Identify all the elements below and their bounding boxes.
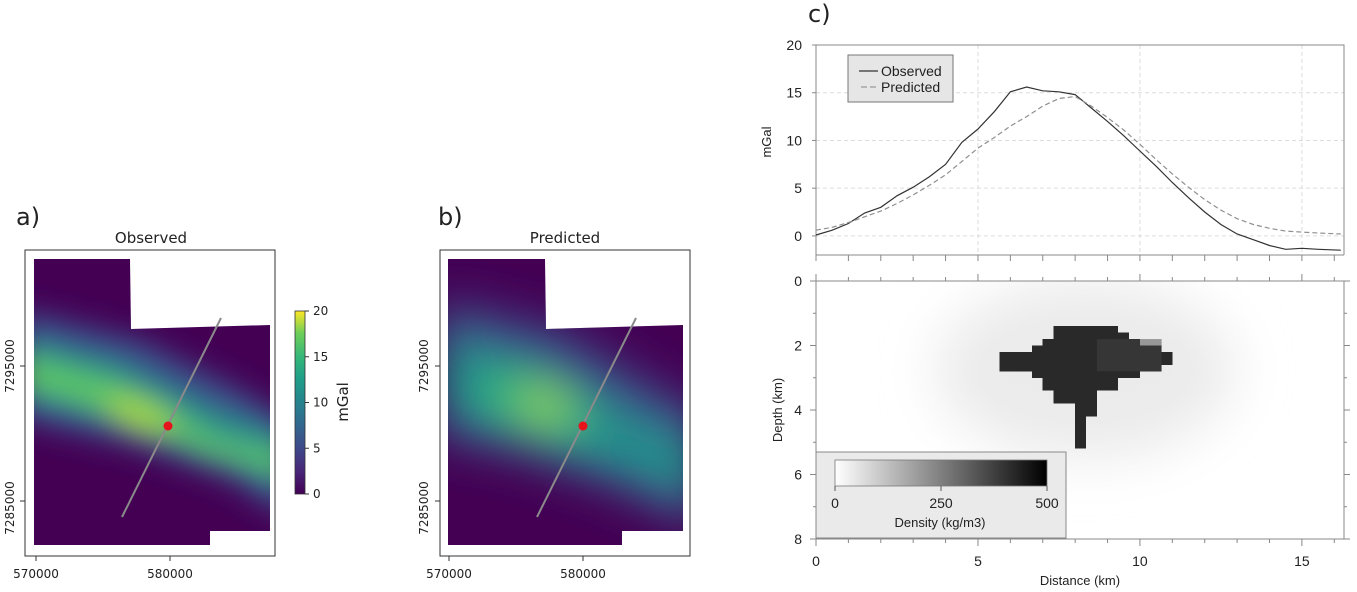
density-colorbar-gradient [834, 459, 1048, 487]
y-tick-label: 0 [794, 228, 802, 244]
y-tick-a-1: 7285000 [3, 481, 17, 534]
depth-tick-label: 6 [794, 467, 802, 483]
panel-label-a: a) [16, 203, 40, 231]
density-cell-row [1032, 371, 1140, 378]
density-cell-light [1096, 339, 1162, 372]
profile-marker-a [163, 421, 173, 431]
y-tick-b-1: 7285000 [417, 481, 431, 534]
density-cell-row [1075, 403, 1097, 417]
profile-legend[interactable]: Observed Predicted [847, 54, 954, 103]
x-tick-a-0: 570000 [13, 567, 59, 581]
y-tick-label: 5 [794, 180, 802, 196]
density-cell-row [1053, 390, 1097, 404]
y-tick-label: 10 [786, 132, 802, 148]
y-tick-b-0: 7295000 [417, 339, 431, 392]
y-tick-label: 15 [786, 85, 802, 101]
density-colorbar-tick-label: 250 [929, 495, 953, 511]
series-line-observed [815, 86, 1341, 251]
depth-tick-label: 8 [794, 531, 802, 547]
density-cell-row [1042, 339, 1140, 346]
profile-chart: 0 5 10 15 20 mGal Observed Predicted [759, 37, 1345, 261]
y-tick-a-0: 7295000 [3, 339, 17, 392]
colorbar-label: mGal [334, 382, 352, 422]
profile-line-b [536, 317, 637, 518]
legend-box [847, 54, 954, 103]
map-title-observed: Observed [115, 229, 187, 247]
panel-label-c: c) [808, 0, 831, 28]
density-cell-row [999, 364, 1162, 372]
panel-label-b: b) [438, 203, 463, 231]
depth-tick-label: 2 [794, 338, 802, 354]
density-colorbar-tick-label: 500 [1035, 495, 1059, 511]
y-tick-label: 20 [786, 37, 802, 53]
map-observed: Observed 570000 580000 7295000 7285000 [3, 229, 276, 581]
profile-marker-b [578, 421, 588, 431]
depth-tick-label: 0 [794, 273, 802, 289]
legend-label-observed: Observed [881, 63, 942, 79]
x-tick-b-1: 580000 [560, 567, 606, 581]
distance-tick-label: 0 [812, 553, 820, 569]
series-line-predicted [815, 95, 1341, 235]
map-title-predicted: Predicted [530, 229, 600, 247]
density-cell-row [1042, 377, 1119, 391]
section-x-label: Distance (km) [1040, 573, 1120, 588]
density-colorbar-tick-label: 0 [831, 495, 839, 511]
colorbar-mgal: 0 5 10 15 20 mGal [294, 304, 352, 501]
colorbar-tick-label: 10 [313, 396, 328, 410]
density-colorbar-label: Density (kg/m3) [894, 515, 985, 530]
profile-line-a [121, 317, 222, 518]
profile-chart-frame [816, 44, 1345, 255]
x-tick-a-1: 580000 [147, 567, 193, 581]
distance-tick-label: 5 [974, 553, 982, 569]
x-tick-b-0: 570000 [426, 567, 472, 581]
depth-tick-label: 4 [794, 402, 802, 418]
density-cell-row [1053, 332, 1130, 340]
legend-label-predicted: Predicted [881, 79, 940, 95]
colorbar-tick-label: 0 [313, 487, 321, 501]
density-cell-row [1053, 326, 1119, 333]
colorbar-gradient [294, 310, 306, 495]
density-cell-row [1075, 416, 1086, 449]
colorbar-tick-label: 20 [313, 304, 328, 318]
map-predicted: Predicted 570000 580000 7295000 7285000 [417, 229, 691, 581]
distance-tick-label: 10 [1132, 553, 1148, 569]
profile-y-label: mGal [759, 126, 774, 157]
distance-tick-label: 15 [1294, 553, 1310, 569]
section-y-label: Depth (km) [770, 378, 785, 442]
colorbar-tick-label: 5 [313, 441, 321, 455]
colorbar-tick-label: 15 [313, 350, 328, 364]
density-colorbar: 0 250 500 Density (kg/m3) [815, 451, 1067, 539]
